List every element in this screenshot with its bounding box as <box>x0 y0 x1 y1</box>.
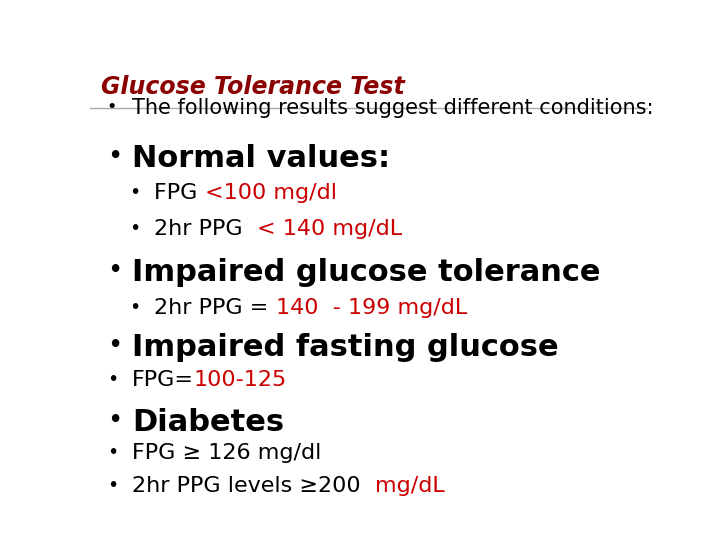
Text: •: • <box>107 443 118 462</box>
Text: Impaired fasting glucose: Impaired fasting glucose <box>132 333 559 362</box>
Text: 2hr PPG levels ≥200: 2hr PPG levels ≥200 <box>132 476 374 496</box>
Text: •: • <box>129 183 140 202</box>
Text: Normal values:: Normal values: <box>132 144 390 173</box>
Text: FPG ≥ 126 mg/dl: FPG ≥ 126 mg/dl <box>132 443 321 463</box>
Text: •: • <box>129 298 140 316</box>
Text: FPG=: FPG= <box>132 370 194 390</box>
Text: Glucose Tolerance Test: Glucose Tolerance Test <box>101 75 405 99</box>
Text: 2hr PPG: 2hr PPG <box>154 219 257 239</box>
Text: •: • <box>107 98 117 116</box>
Text: •: • <box>107 476 118 495</box>
Text: < 140 mg/dL: < 140 mg/dL <box>257 219 402 239</box>
Text: Impaired glucose tolerance: Impaired glucose tolerance <box>132 258 600 287</box>
Text: •: • <box>107 408 122 434</box>
Text: The following results suggest different conditions:: The following results suggest different … <box>132 98 653 118</box>
Text: 2hr PPG =: 2hr PPG = <box>154 298 276 318</box>
Text: •: • <box>107 333 122 359</box>
Text: •: • <box>107 370 118 389</box>
Text: Diabetes: Diabetes <box>132 408 284 437</box>
Text: 100-125: 100-125 <box>194 370 287 390</box>
Text: mg/dL: mg/dL <box>374 476 444 496</box>
Text: •: • <box>107 258 122 284</box>
Text: FPG: FPG <box>154 183 204 203</box>
Text: •: • <box>129 219 140 238</box>
Text: •: • <box>107 144 122 170</box>
Text: <100 mg/dl: <100 mg/dl <box>204 183 337 203</box>
Text: 140  - 199 mg/dL: 140 - 199 mg/dL <box>276 298 467 318</box>
